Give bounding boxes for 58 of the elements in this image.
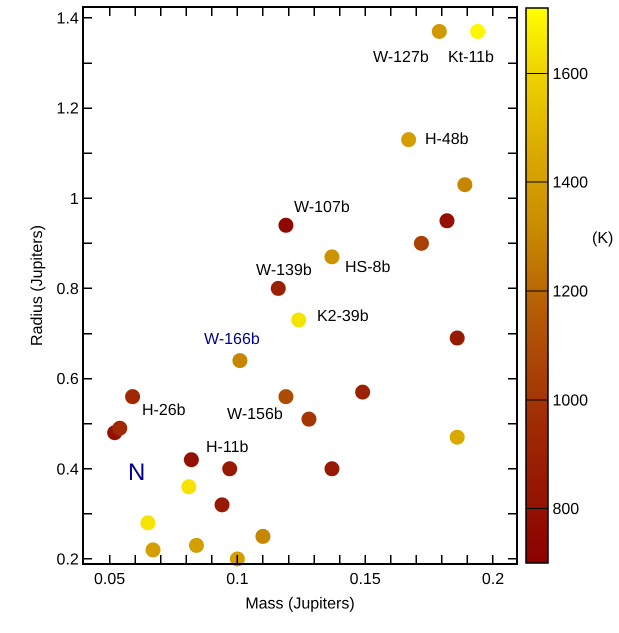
point <box>414 236 429 251</box>
point <box>450 330 465 346</box>
annotation: H-48b <box>425 131 469 148</box>
point <box>232 353 248 368</box>
color-bar-label: 800 <box>552 501 580 518</box>
annotation: W-127b <box>373 49 429 66</box>
x-tick-label: 0.05 <box>94 571 126 588</box>
x-axis-title: Mass (Jupiters) <box>245 595 355 612</box>
point <box>432 24 447 39</box>
point <box>125 389 140 404</box>
x-tick-label: 0.2 <box>482 571 504 588</box>
y-tick-label: 1.2 <box>56 100 79 118</box>
annotation: K2-39b <box>317 308 369 325</box>
point <box>140 515 156 530</box>
x-tick-label: 0.1 <box>226 571 249 588</box>
annotation: W-156b <box>227 406 283 423</box>
point <box>255 528 270 544</box>
annotation: W-166b <box>204 331 260 348</box>
y-tick-label: 0.6 <box>56 371 79 388</box>
annotation: H-11b <box>206 439 248 456</box>
annotation: H-26b <box>142 402 186 419</box>
point <box>278 389 294 404</box>
y-tick-label: 0.8 <box>56 281 79 298</box>
point <box>457 177 472 192</box>
color-bar-title: (K) <box>592 230 614 247</box>
annotation: W-107b <box>294 199 350 216</box>
x-tick-label: 0.15 <box>350 571 381 588</box>
point <box>181 479 196 494</box>
point <box>214 497 230 512</box>
y-tick-label: 1 <box>70 190 79 208</box>
point <box>439 213 454 228</box>
y-tick-label: 0.4 <box>56 461 79 478</box>
annotation: W-139b <box>256 262 312 279</box>
point <box>291 312 306 328</box>
point <box>355 384 370 400</box>
color-bar-label: 1200 <box>552 284 588 301</box>
y-tick-label: 0.2 <box>56 552 79 569</box>
point <box>188 538 204 553</box>
color-bar-label: 1000 <box>552 392 588 410</box>
point <box>270 280 286 296</box>
color-bar-label: 1600 <box>552 66 588 83</box>
point <box>324 249 340 264</box>
annotation: N <box>128 459 146 486</box>
point <box>470 24 486 39</box>
point <box>278 218 294 233</box>
point <box>222 461 238 476</box>
annotation: Kt-11b <box>448 49 494 66</box>
point <box>184 452 199 468</box>
annotation: HS-8b <box>345 259 390 276</box>
y-axis-title: Radius (Jupiters) <box>28 225 46 346</box>
y-tick-label: 1.4 <box>56 10 79 28</box>
color-bar-label: 1400 <box>552 174 588 192</box>
point <box>301 412 316 427</box>
point <box>450 430 465 445</box>
point <box>146 542 161 558</box>
point <box>401 132 416 148</box>
point <box>324 461 340 476</box>
point <box>112 420 128 436</box>
